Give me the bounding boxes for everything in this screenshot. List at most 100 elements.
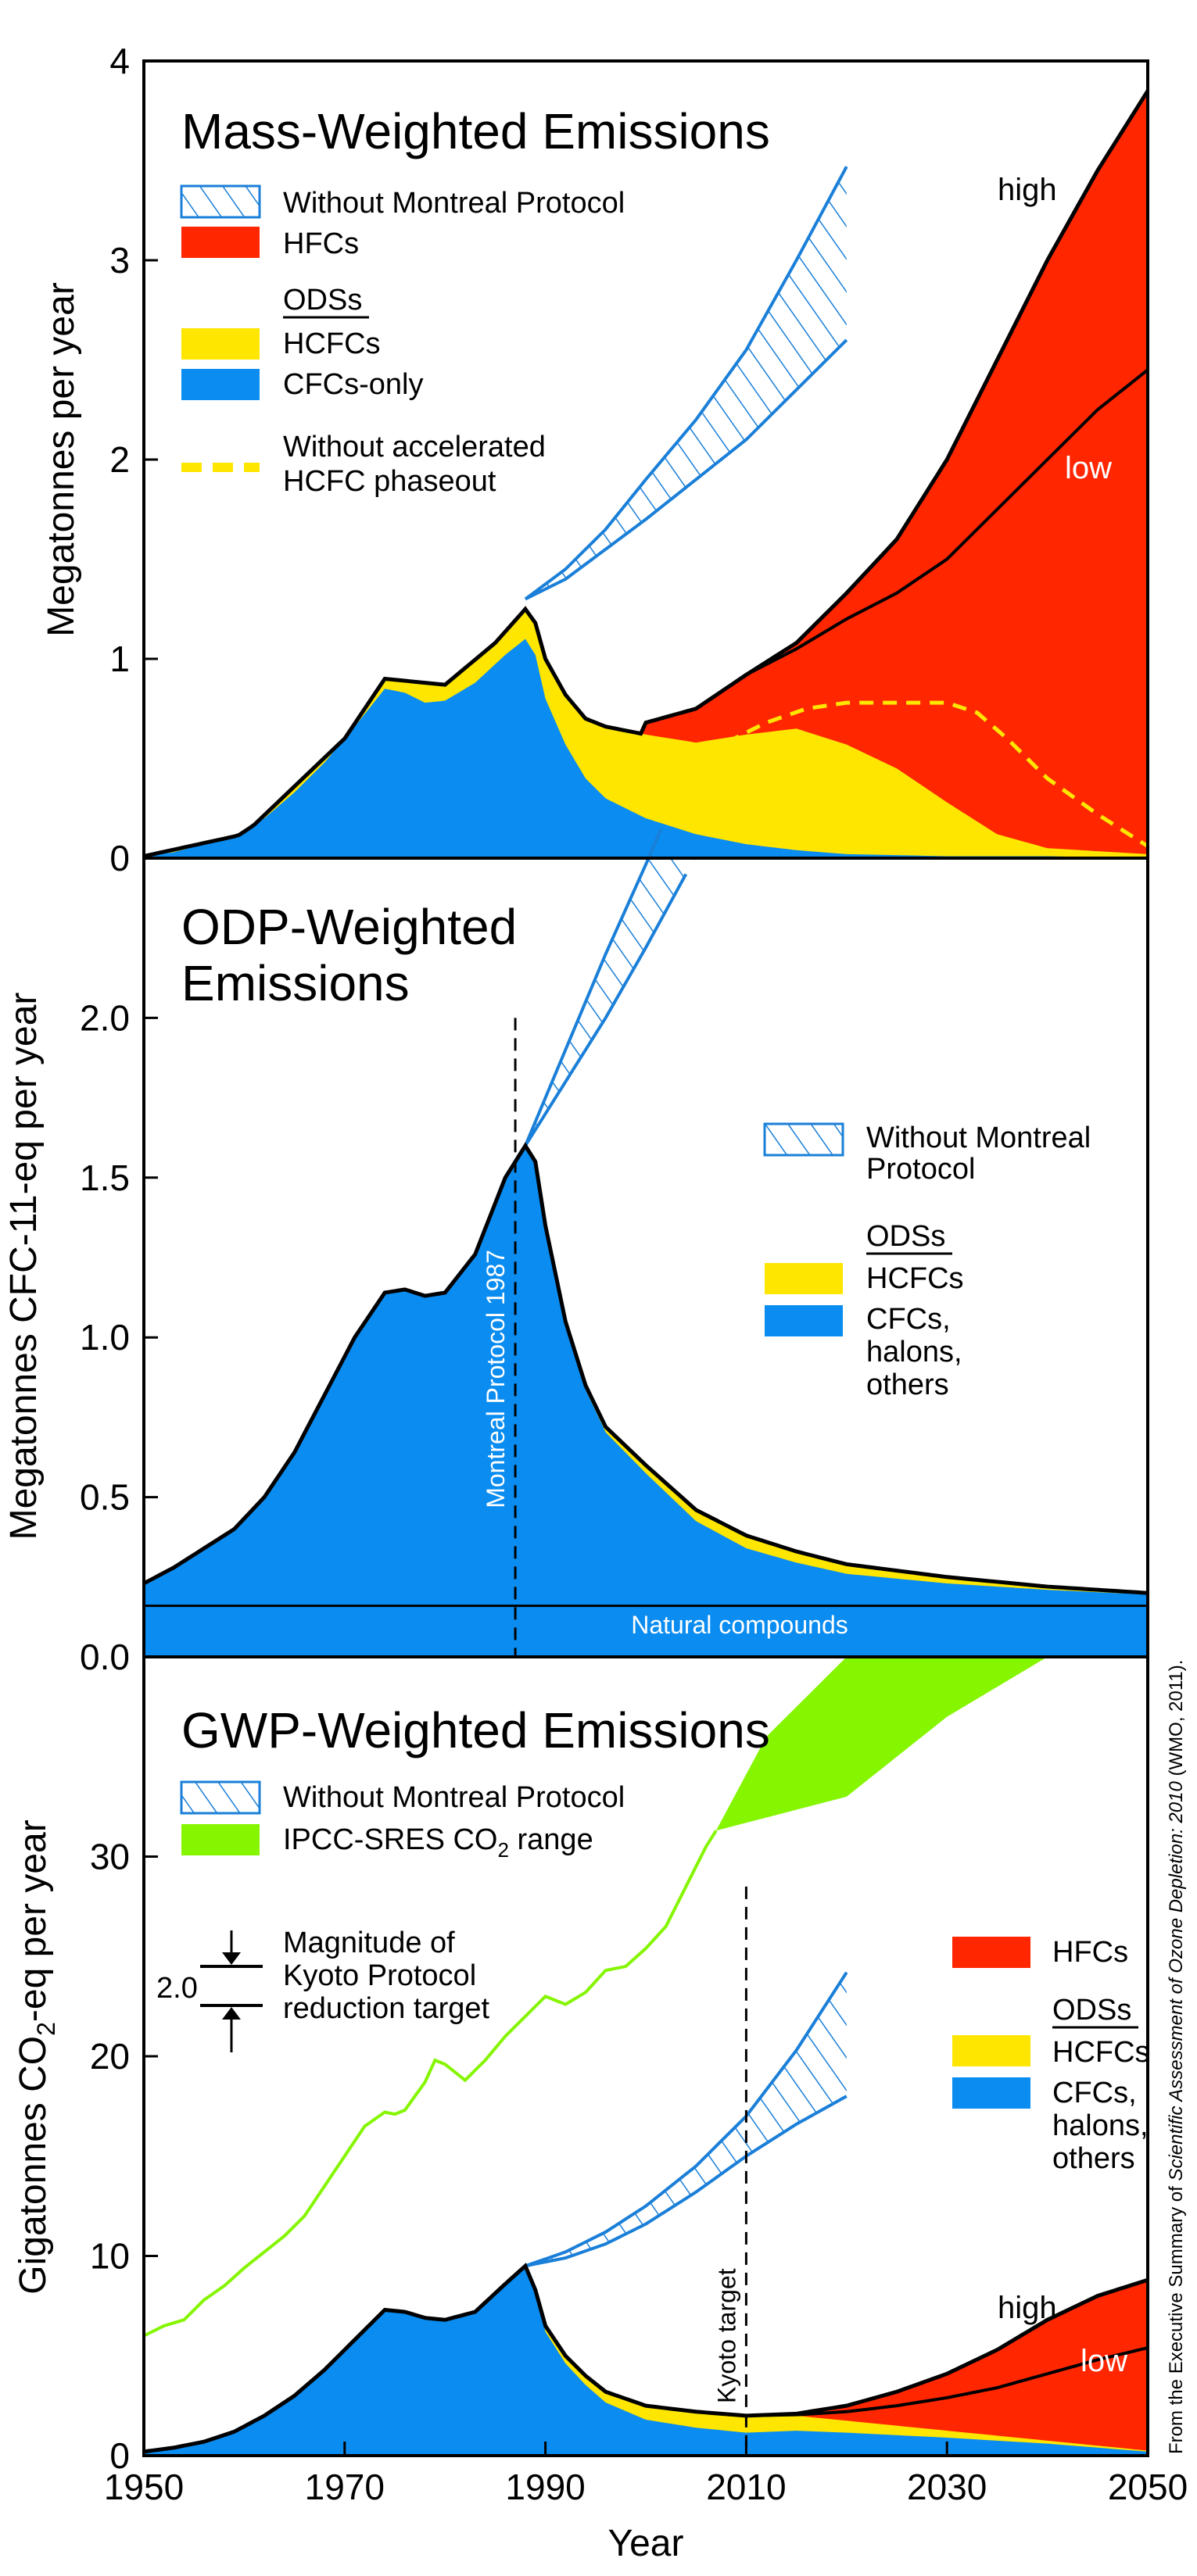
gwp-cfcs-area (144, 2266, 1148, 2456)
legend-cfcs: CFCs-only (283, 368, 423, 401)
mass-y-tick-label: 2 (109, 439, 130, 480)
odp-without-mp-band (525, 858, 726, 1146)
mass-y-tick-label: 4 (109, 41, 130, 81)
kyoto-arrow-down (222, 1952, 241, 1965)
odp-cfcs-area (144, 1145, 1148, 1657)
gwp-legend-swatch-without-mp (180, 1780, 261, 1815)
source-note-italic: Scientific Assessment of Ozone Depletion… (1166, 1781, 1187, 2181)
x-tick-label: 2050 (1108, 2467, 1188, 2507)
gwp-legend-ipcc: IPCC-SRES CO2 range (283, 1823, 593, 1862)
gwp-legend-swatch-hfcs (952, 1937, 1030, 1968)
odp-title-line1: ODP-Weighted (181, 899, 517, 955)
gwp-without-mp-lower (525, 2095, 848, 2268)
gwp-legend-ipcc-end: range (509, 1823, 593, 1856)
odp-legend-without-mp-line2: Protocol (866, 1153, 975, 1186)
mass-high-label: high (998, 173, 1057, 207)
mass-low-label: low (1065, 451, 1112, 485)
odp-legend: Without Montreal Protocol ODSs HCFCs CFC… (763, 1122, 1091, 1401)
gwp-legend: Without Montreal Protocol IPCC-SRES CO2 … (180, 1780, 1150, 2175)
odp-y-tick-label: 1.0 (80, 1317, 130, 1358)
gwp-legend-cfcs-line3: others (1052, 2142, 1135, 2175)
mass-y-tick-label: 1 (109, 639, 130, 679)
legend-without-mp: Without Montreal Protocol (283, 187, 625, 220)
gwp-y-axis-title: Gigatonnes CO2-eq per year (13, 1819, 60, 2294)
odp-y-ticks: 0.0 0.5 1.0 1.5 2.0 (80, 997, 158, 1677)
odp-y-axis-title: Megatonnes CFC-11-eq per year (3, 993, 45, 1540)
gwp-legend-odss-header: ODSs (1052, 1994, 1131, 2027)
legend-swatch-cfcs (181, 369, 260, 400)
gwp-y-tick-label: 0 (109, 2435, 130, 2476)
mass-low-line (745, 368, 1149, 677)
mass-without-mp-lower (525, 338, 848, 601)
source-note-prefix: From the Executive Summary of (1166, 2181, 1187, 2454)
legend-odss-header: ODSs (283, 284, 362, 317)
legend-swatch-hfcs (181, 227, 260, 258)
gwp-y-tick-label: 10 (90, 2236, 130, 2277)
gwp-y-axis-title-main: Gigatonnes CO (13, 2036, 54, 2295)
mass-without-mp-upper (524, 166, 848, 601)
odp-legend-odss-header: ODSs (866, 1220, 945, 1253)
mass-y-axis-title: Megatonnes per year (41, 282, 82, 637)
gwp-y-tick-label: 20 (90, 2036, 130, 2077)
gwp-x-ticks: 1950 1970 1990 2010 2030 2050 (104, 2442, 1188, 2507)
mass-without-mp-band (525, 166, 847, 599)
gwp-legend-without-mp: Without Montreal Protocol (283, 1781, 625, 1814)
odp-y-tick-label: 0.5 (80, 1477, 130, 1518)
legend-accelerated-line1: Without accelerated (283, 431, 546, 463)
x-tick-label: 1990 (505, 2467, 585, 2507)
mass-y-tick-label: 3 (109, 240, 130, 281)
odp-legend-hcfcs: HCFCs (866, 1262, 964, 1295)
mass-y-tick-label: 0 (109, 838, 130, 878)
gwp-total-high-line (143, 2263, 1149, 2454)
odp-legend-swatch-cfcs (765, 1305, 843, 1336)
mass-hfcs-area (144, 91, 1148, 858)
gwp-legend-cfcs-line1: CFCs, (1052, 2077, 1137, 2109)
odp-total-line (142, 1142, 1149, 1595)
source-note: From the Executive Summary of Scientific… (1166, 1660, 1187, 2454)
mass-cfcs-area (144, 639, 1148, 858)
odp-y-tick-label: 1.5 (80, 1157, 130, 1198)
mass-total-high-line (143, 89, 1150, 858)
mass-y-ticks: 0 1 2 3 4 (109, 41, 158, 878)
gwp-legend-hcfcs: HCFCs (1052, 2036, 1150, 2069)
x-axis-title: Year (608, 2523, 684, 2564)
kyoto-text-line2: Kyoto Protocol (283, 1959, 476, 1992)
gwp-low-line (746, 2346, 1149, 2417)
source-note-suffix: (WMO, 2011). (1166, 1660, 1187, 1782)
odp-without-mp-upper (524, 828, 663, 1147)
gwp-y-axis-title-sub: 2 (32, 2022, 60, 2036)
legend-hcfcs: HCFCs (283, 327, 381, 360)
gwp-legend-cfcs-line2: halons, (1052, 2109, 1149, 2142)
x-tick-label: 1950 (104, 2467, 184, 2507)
ipcc-range-area (715, 1657, 1048, 1831)
mass-legend: Without Montreal Protocol HFCs ODSs HCFC… (180, 184, 625, 498)
kyoto-magnitude-indicator: 2.0 Magnitude of Kyoto Protocol reductio… (156, 1927, 489, 2052)
montreal-protocol-label: Montreal Protocol 1987 (482, 1250, 510, 1508)
gwp-y-ticks: 0 10 20 30 (90, 1837, 158, 2476)
gwp-y-axis-title-end: -eq per year (13, 1819, 54, 2022)
gwp-legend-swatch-cfcs (952, 2077, 1030, 2109)
odp-legend-swatch-hcfcs (765, 1263, 843, 1294)
odp-legend-cfcs-line2: halons, (866, 1336, 962, 1368)
odp-panel-plot (142, 828, 1149, 1657)
legend-swatch-hcfcs (181, 328, 260, 360)
gwp-high-label: high (998, 2291, 1057, 2325)
gwp-y-tick-label: 30 (90, 1837, 130, 1877)
mass-accelerated-line (725, 700, 1149, 848)
odp-legend-cfcs-line1: CFCs, (866, 1303, 951, 1336)
gwp-panel-title: GWP-Weighted Emissions (181, 1702, 770, 1758)
mass-panel-title: Mass-Weighted Emissions (181, 103, 770, 159)
gwp-legend-ipcc-sub: 2 (497, 1838, 508, 1862)
legend-swatch-without-mp (180, 184, 261, 219)
mass-panel-plot (143, 89, 1150, 858)
odp-y-tick-label: 0.0 (80, 1637, 130, 1677)
kyoto-text-line1: Magnitude of (283, 1927, 455, 1959)
odp-title-line2: Emissions (181, 955, 410, 1011)
kyoto-text-line3: reduction target (283, 1992, 489, 2025)
natural-compounds-label: Natural compounds (631, 1611, 848, 1639)
legend-accelerated-line2: HCFC phaseout (283, 465, 496, 498)
kyoto-target-label: Kyoto target (712, 2268, 740, 2403)
odp-legend-swatch-without-mp (763, 1122, 844, 1157)
kyoto-magnitude-value: 2.0 (156, 1972, 198, 2005)
